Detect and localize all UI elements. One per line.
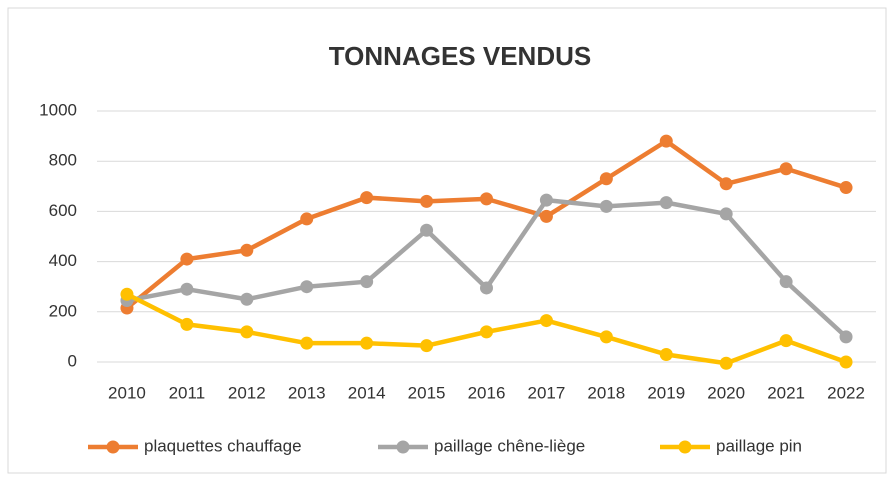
x-tick-label: 2016 (468, 383, 506, 402)
data-point (240, 292, 254, 306)
data-point (599, 172, 613, 186)
data-point (300, 280, 314, 294)
y-tick-label: 800 (49, 151, 77, 170)
data-point (300, 212, 314, 226)
data-point (480, 281, 493, 295)
data-point (839, 355, 853, 369)
data-point (480, 325, 493, 339)
data-point (779, 275, 793, 289)
data-point (539, 314, 553, 328)
data-point (420, 194, 434, 208)
y-tick-label: 200 (49, 301, 77, 320)
legend-label: paillage pin (716, 436, 802, 455)
data-point (180, 317, 194, 331)
data-point (839, 330, 853, 344)
x-tick-label: 2012 (228, 383, 266, 402)
data-point (420, 223, 434, 237)
chart-border (7, 7, 887, 474)
data-point (599, 330, 613, 344)
x-tick-label: 2019 (647, 383, 685, 402)
y-tick-label: 0 (68, 351, 77, 370)
legend-marker (678, 440, 692, 454)
data-point (240, 243, 254, 257)
data-point (360, 275, 374, 289)
data-point (599, 199, 613, 213)
data-point (659, 134, 673, 148)
data-point (719, 177, 733, 191)
x-tick-label: 2010 (108, 383, 146, 402)
chart-title: TONNAGES VENDUS (329, 41, 591, 71)
x-tick-label: 2017 (528, 383, 566, 402)
data-point (180, 252, 194, 266)
data-point (659, 347, 673, 361)
y-tick-label: 1000 (39, 100, 77, 119)
data-point (779, 162, 793, 176)
x-tick-label: 2021 (767, 383, 805, 402)
data-point (779, 334, 793, 348)
x-tick-label: 2022 (827, 383, 865, 402)
data-point (420, 339, 434, 353)
data-point (240, 325, 254, 339)
data-point (480, 192, 493, 206)
data-point (659, 196, 673, 210)
data-point (180, 282, 194, 296)
legend-label: paillage chêne-liège (434, 436, 585, 455)
x-tick-label: 2020 (707, 383, 745, 402)
data-point (360, 191, 374, 205)
x-tick-label: 2014 (348, 383, 386, 402)
legend-marker (396, 440, 410, 454)
x-tick-label: 2015 (408, 383, 446, 402)
y-tick-label: 400 (49, 251, 77, 270)
data-point (539, 209, 553, 223)
data-point (719, 356, 733, 370)
y-tick-label: 600 (49, 201, 77, 220)
legend-marker (106, 440, 120, 454)
x-tick-label: 2018 (587, 383, 625, 402)
data-point (719, 207, 733, 221)
data-point (300, 336, 314, 350)
data-point (539, 193, 553, 207)
x-tick-label: 2013 (288, 383, 326, 402)
data-point (120, 287, 134, 301)
legend-label: plaquettes chauffage (144, 436, 302, 455)
data-point (839, 181, 853, 195)
x-tick-label: 2011 (169, 383, 206, 402)
data-point (360, 336, 374, 350)
